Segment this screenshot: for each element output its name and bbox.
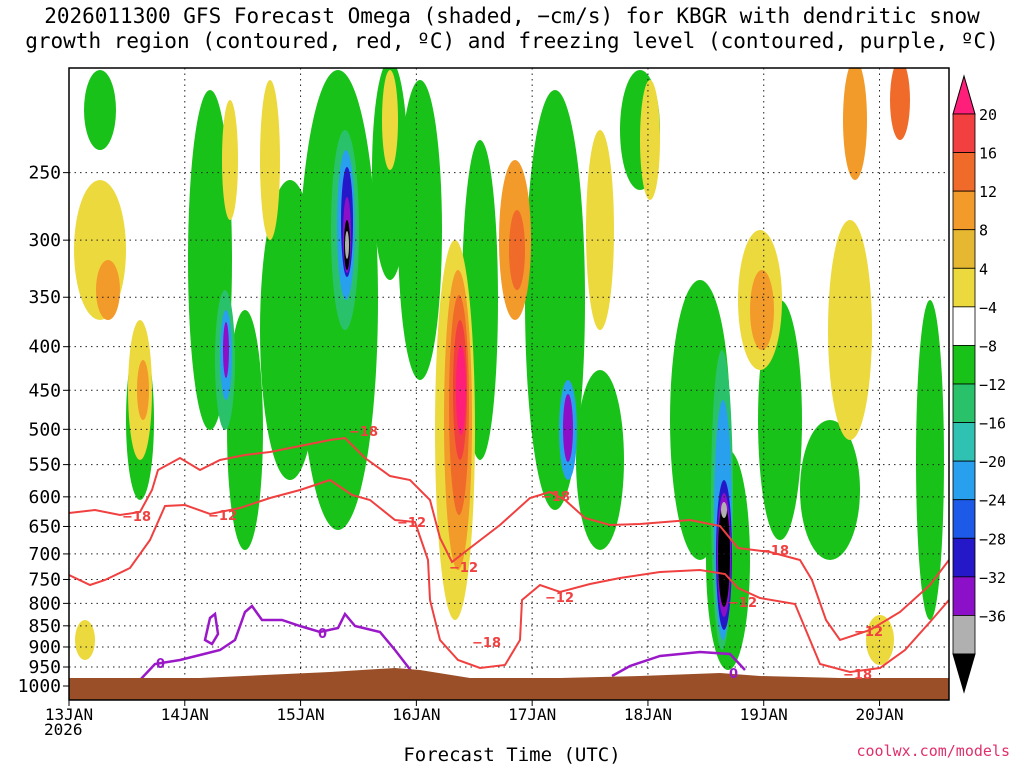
colorbar: 20 16 12 8 4 −4 −8 −12 −16 −20 −24 −28 −32 −36: [952, 74, 1006, 694]
y-tick-label: 500: [28, 419, 61, 440]
x-tick-label: 19JAN: [740, 705, 788, 724]
dgz-label: −18: [472, 636, 501, 651]
y-tick-label: 950: [28, 657, 61, 678]
chart-title: 2026011300 GFS Forecast Omega (shaded, −…: [0, 4, 1024, 54]
y-tick-label: 650: [28, 516, 61, 537]
x-axis-title: Forecast Time (UTC): [403, 744, 621, 766]
watermark: coolwx.com/models: [856, 742, 1010, 760]
colorbar-swatch: [952, 537, 976, 578]
y-tick-label: 550: [28, 455, 61, 476]
colorbar-swatch: [952, 576, 976, 616]
x-tick-label: 16JAN: [392, 705, 440, 724]
freezing-label: 0: [156, 657, 165, 672]
x-tick-label: 14JAN: [161, 705, 209, 724]
dgz-label: −18: [843, 668, 872, 683]
dgz-label: −12: [397, 516, 426, 531]
y-tick-label: 400: [28, 337, 61, 358]
colorbar-swatch: [952, 113, 976, 153]
dgz-label: −12: [208, 509, 237, 524]
y-tick-label: 1000: [18, 676, 61, 697]
y-tick-label: 750: [28, 569, 61, 590]
dgz-contour-lower: [69, 478, 949, 674]
colorbar-swatch: [952, 229, 976, 269]
y-tick-label: 350: [28, 287, 61, 308]
y-tick-label: 450: [28, 380, 61, 401]
y-axis: 2503003504004505005506006507007508008509…: [18, 163, 69, 697]
dgz-label: −12: [854, 625, 883, 640]
dgz-label: −18: [541, 490, 570, 505]
colorbar-cap-bottom: [952, 653, 976, 694]
y-tick-label: 700: [28, 544, 61, 565]
omega-shading: [74, 68, 944, 670]
colorbar-swatch: [952, 267, 976, 308]
dgz-label: −12: [728, 596, 757, 611]
title-line-1: 2026011300 GFS Forecast Omega (shaded, −…: [44, 4, 980, 28]
dgz-label: −18: [122, 510, 151, 525]
dgz-label: −18: [349, 425, 378, 440]
x-tick-label: 13JAN: [45, 705, 93, 724]
terrain-strip: [69, 668, 949, 700]
colorbar-label: −4: [979, 299, 997, 317]
freezing-contours: [139, 604, 746, 681]
colorbar-label: −8: [979, 337, 997, 355]
colorbar-swatch: [952, 499, 976, 539]
colorbar-label: 12: [979, 183, 997, 201]
colorbar-label: 16: [979, 145, 997, 163]
colorbar-swatch: [952, 422, 976, 462]
y-tick-label: 300: [28, 230, 61, 251]
colorbar-swatch: [952, 306, 976, 346]
y-tick-label: 800: [28, 593, 61, 614]
x-tick-label: 20JAN: [855, 705, 903, 724]
freezing-label: 0: [729, 667, 738, 682]
freezing-contour-3: [611, 650, 746, 678]
freezing-contour-1: [139, 604, 413, 681]
freezing-contour-2: [203, 611, 220, 646]
y-tick-label: 900: [28, 637, 61, 658]
omega-moderate-region: [215, 130, 733, 650]
x-tick-label: 18JAN: [624, 705, 672, 724]
colorbar-label: −20: [979, 453, 1006, 471]
colorbar-swatch: [952, 152, 976, 192]
dgz-label: −12: [449, 561, 478, 576]
dgz-contour-upper: [69, 436, 949, 642]
colorbar-label: −24: [979, 492, 1006, 510]
grid-lines: [69, 68, 949, 700]
freezing-label: 0: [318, 627, 327, 642]
colorbar-label: −16: [979, 415, 1006, 433]
dgz-contours: [69, 436, 949, 674]
contour-labels: −18 −12 −18 −12 −18 −12 −18 −12 −18 −12 …: [122, 425, 883, 683]
colorbar-cap-top: [952, 74, 976, 115]
colorbar-label: 20: [979, 106, 997, 124]
colorbar-label: −28: [979, 530, 1006, 548]
y-tick-label: 850: [28, 616, 61, 637]
x-tick-label: 17JAN: [508, 705, 556, 724]
colorbar-label: 4: [979, 260, 988, 278]
colorbar-swatch: [952, 190, 976, 231]
colorbar-swatch: [952, 383, 976, 423]
y-tick-label: 250: [28, 163, 61, 184]
colorbar-swatch: [952, 460, 976, 501]
colorbar-swatch: [952, 345, 976, 385]
x-axis-year: 2026: [44, 720, 83, 739]
x-tick-label: 15JAN: [276, 705, 324, 724]
colorbar-label: −36: [979, 607, 1006, 625]
dgz-label: −12: [545, 591, 574, 606]
y-tick-label: 600: [28, 487, 61, 508]
colorbar-label: −32: [979, 569, 1006, 587]
colorbar-label: −12: [979, 376, 1006, 394]
title-line-2: growth region (contoured, red, ºC) and f…: [25, 29, 999, 53]
x-axis: 13JAN 14JAN 15JAN 16JAN 17JAN 18JAN 19JAN 20JAN: [45, 700, 904, 724]
plot-frame: [68, 67, 950, 701]
dgz-label: −18: [760, 544, 789, 559]
colorbar-swatch: [952, 615, 976, 655]
colorbar-label: 8: [979, 222, 988, 240]
